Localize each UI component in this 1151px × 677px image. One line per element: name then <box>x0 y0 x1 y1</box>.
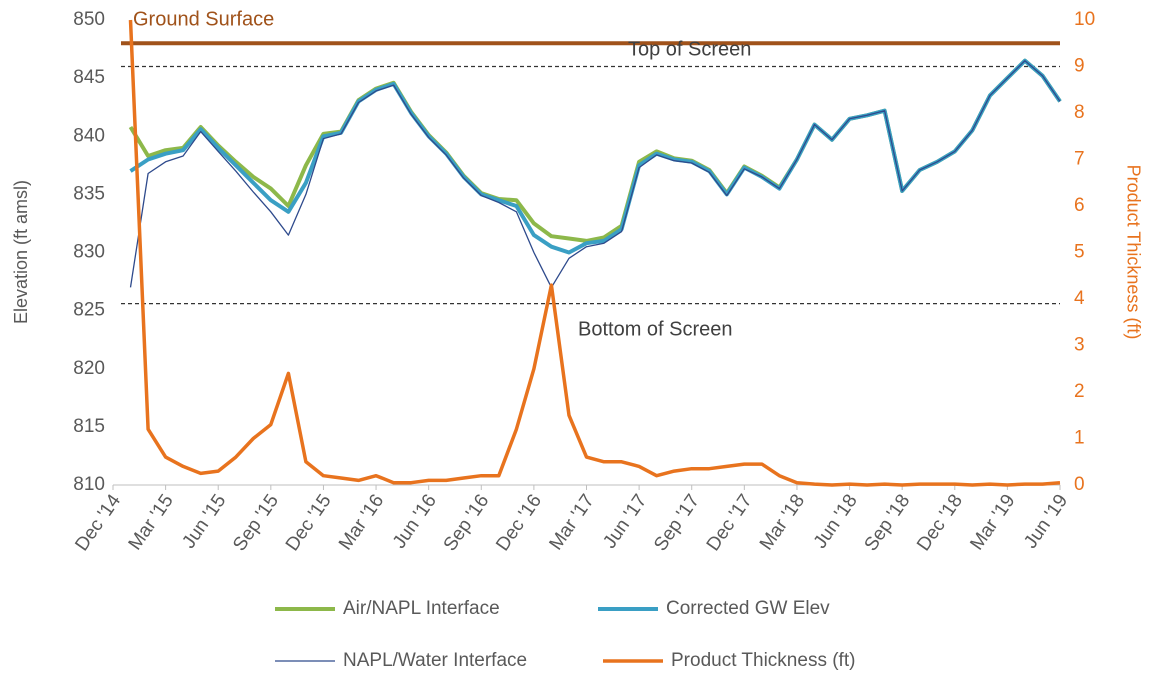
legend-label: NAPL/Water Interface <box>343 650 527 671</box>
y-tick-label: 845 <box>73 67 105 88</box>
y-tick-label: 820 <box>73 358 105 379</box>
y2-tick-label: 0 <box>1074 474 1085 495</box>
x-tick-label: Jun '15 <box>178 491 230 553</box>
x-tick-label: Sep '17 <box>650 491 704 555</box>
reference-label: Bottom of Screen <box>578 318 733 340</box>
y2-tick-label: 6 <box>1074 195 1085 216</box>
legend-label: Product Thickness (ft) <box>671 650 855 671</box>
y-tick-label: 815 <box>73 416 105 437</box>
y2-tick-label: 2 <box>1074 381 1085 402</box>
y2-tick-label: 4 <box>1074 288 1085 309</box>
x-tick-label: Mar '18 <box>756 491 809 554</box>
x-tick-label: Dec '14 <box>71 490 125 555</box>
x-tick-label: Sep '15 <box>229 491 283 555</box>
y2-tick-label: 3 <box>1074 335 1085 356</box>
y2-tick-label: 1 <box>1074 428 1085 449</box>
legend-label: Corrected GW Elev <box>666 598 830 619</box>
x-tick-label: Dec '15 <box>282 491 336 555</box>
x-tick-label: Dec '16 <box>492 491 546 555</box>
x-tick-label: Sep '18 <box>861 491 915 555</box>
y-tick-label: 835 <box>73 183 105 204</box>
y-tick-label: 840 <box>73 125 105 146</box>
x-tick-label: Jun '19 <box>1020 491 1072 553</box>
y-axis-title: Elevation (ft amsl) <box>11 180 31 324</box>
y2-tick-label: 5 <box>1074 242 1085 263</box>
reference-label: Ground Surface <box>133 8 274 30</box>
y2-tick-label: 10 <box>1074 9 1095 30</box>
series-line <box>128 58 1062 243</box>
reference-label: Top of Screen <box>628 38 751 60</box>
legend-label: Air/NAPL Interface <box>343 598 500 619</box>
y2-tick-label: 8 <box>1074 102 1085 123</box>
y-tick-label: 825 <box>73 300 105 321</box>
y-tick-label: 850 <box>73 9 105 30</box>
x-tick-label: Dec '18 <box>913 491 967 555</box>
x-tick-label: Sep '16 <box>440 491 494 555</box>
y2-tick-label: 7 <box>1074 149 1085 170</box>
x-tick-label: Mar '17 <box>546 491 599 554</box>
x-tick-label: Mar '16 <box>335 491 388 554</box>
y2-tick-label: 9 <box>1074 56 1085 77</box>
x-tick-label: Dec '17 <box>703 491 757 555</box>
series-line <box>129 58 1062 255</box>
series-line <box>129 60 1061 289</box>
y-tick-label: 830 <box>73 242 105 263</box>
x-tick-label: Jun '18 <box>810 491 862 553</box>
x-tick-label: Mar '19 <box>966 491 1019 554</box>
series-line <box>128 19 1061 487</box>
x-tick-label: Mar '15 <box>125 491 178 554</box>
x-tick-label: Jun '17 <box>599 491 651 553</box>
x-tick-label: Jun '16 <box>389 491 441 553</box>
y-tick-label: 810 <box>73 474 105 495</box>
y2-axis-title: Product Thickness (ft) <box>1123 165 1143 340</box>
